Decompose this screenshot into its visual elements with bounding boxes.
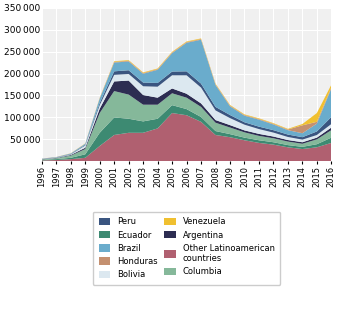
Legend: Peru, Ecuador, Brazil, Honduras, Bolivia, Venezuela, Argentina, Other Latinoamer: Peru, Ecuador, Brazil, Honduras, Bolivia…: [93, 212, 280, 285]
